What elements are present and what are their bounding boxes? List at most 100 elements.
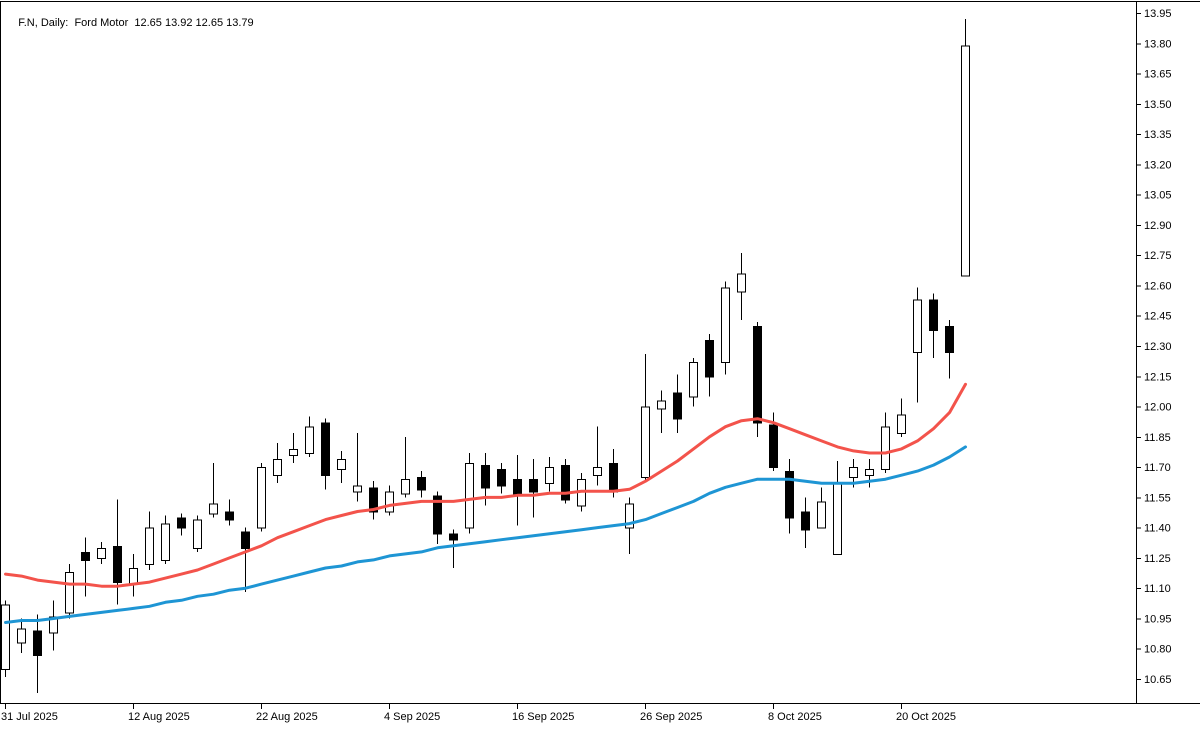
candle[interactable] — [881, 412, 890, 474]
candle[interactable] — [353, 432, 362, 502]
candle[interactable] — [529, 459, 538, 518]
candle[interactable] — [785, 459, 794, 534]
candle-body-bear — [81, 551, 90, 561]
price-tick-label: 11.85 — [1144, 432, 1171, 444]
candle-body-bear — [929, 299, 938, 331]
candle[interactable] — [289, 432, 298, 464]
candle[interactable] — [385, 485, 394, 516]
candle[interactable] — [561, 459, 570, 504]
candle-body-bear — [513, 479, 522, 497]
price-tick-label: 13.65 — [1144, 69, 1172, 81]
chart-title-text: F.N, Daily: Ford Motor 12.65 13.92 12.65… — [18, 17, 254, 29]
candle[interactable] — [113, 499, 122, 605]
candle-body-bear — [753, 325, 762, 424]
candle-body-bull — [545, 467, 554, 485]
candle[interactable] — [721, 281, 730, 375]
candle[interactable] — [513, 454, 522, 526]
candle-body-bull — [721, 287, 730, 364]
candle[interactable] — [401, 436, 410, 498]
candle[interactable] — [273, 442, 282, 484]
candle-body-bull — [305, 426, 314, 454]
candle[interactable] — [689, 358, 698, 407]
candle-body-bull — [913, 299, 922, 354]
price-tick-label: 12.60 — [1144, 280, 1172, 292]
candle[interactable] — [369, 481, 378, 520]
candle[interactable] — [81, 537, 90, 597]
candle[interactable] — [305, 416, 314, 457]
price-tick-label: 11.25 — [1144, 553, 1171, 565]
price-tick-label: 10.80 — [1144, 644, 1172, 656]
candle-body-bear — [33, 630, 42, 656]
candle-body-bull — [337, 459, 346, 471]
candle-body-bull — [193, 519, 202, 549]
candle[interactable] — [913, 287, 922, 403]
candle[interactable] — [161, 515, 170, 564]
candle[interactable] — [193, 515, 202, 552]
price-tick-label: 12.90 — [1144, 220, 1172, 232]
candle-body-bull — [17, 628, 26, 644]
candle-body-bear — [369, 487, 378, 513]
candle[interactable] — [545, 457, 554, 492]
candle[interactable] — [449, 529, 458, 568]
candle-body-bull — [817, 501, 826, 529]
candle[interactable] — [673, 374, 682, 433]
candle-body-bull — [737, 273, 746, 293]
candle[interactable] — [225, 499, 234, 526]
candle[interactable] — [961, 19, 970, 277]
candle[interactable] — [65, 563, 74, 619]
candle[interactable] — [1, 600, 10, 677]
time-tick-label: 4 Sep 2025 — [384, 711, 440, 723]
ma-slow-line[interactable] — [4, 445, 967, 624]
candle-body-bear — [241, 531, 250, 549]
candle[interactable] — [49, 600, 58, 651]
ma-fast-line[interactable] — [4, 382, 967, 588]
price-tick-label: 12.00 — [1144, 402, 1172, 414]
time-tick-label: 20 Oct 2025 — [896, 711, 956, 723]
candle[interactable] — [241, 527, 250, 593]
candle[interactable] — [433, 491, 442, 544]
candle-body-bull — [689, 362, 698, 398]
candle-body-bear — [529, 479, 538, 493]
price-tick-label: 10.95 — [1144, 613, 1172, 625]
candle[interactable] — [97, 541, 106, 564]
candle[interactable] — [801, 497, 810, 548]
time-tick-label: 12 Aug 2025 — [128, 711, 190, 723]
price-tick-label: 12.30 — [1144, 341, 1172, 353]
candle[interactable] — [817, 487, 826, 529]
candle-body-bull — [961, 45, 970, 277]
candle-body-bull — [385, 491, 394, 513]
price-tick-label: 13.50 — [1144, 99, 1172, 111]
candle[interactable] — [33, 614, 42, 694]
candle[interactable] — [945, 319, 954, 379]
chart-borders — [0, 1, 1200, 704]
candle[interactable] — [897, 398, 906, 437]
candle[interactable] — [321, 418, 330, 490]
candle[interactable] — [705, 333, 714, 397]
candle-body-bull — [897, 414, 906, 434]
candle[interactable] — [337, 450, 346, 484]
time-axis[interactable]: 31 Jul 2025 12 Aug 2025 22 Aug 2025 4 Sep 2… — [1, 704, 956, 723]
time-tick-label: 8 Oct 2025 — [768, 711, 822, 723]
candle-body-bear — [177, 517, 186, 529]
candle[interactable] — [209, 463, 218, 518]
candle[interactable] — [17, 618, 26, 653]
candle[interactable] — [257, 463, 266, 532]
candle[interactable] — [833, 461, 842, 555]
candle[interactable] — [465, 452, 474, 534]
candle-body-bull — [1, 604, 10, 670]
candle[interactable] — [929, 293, 938, 359]
candle[interactable] — [145, 511, 154, 571]
candle[interactable] — [417, 471, 426, 498]
candle[interactable] — [177, 513, 186, 536]
price-axis[interactable]: 13.95 13.80 13.65 13.50 13.35 13.20 13.05 12.90… — [1136, 8, 1172, 686]
candle-body-bull — [865, 469, 874, 477]
chart-title: F.N, Daily: Ford Motor 12.65 13.92 12.65… — [6, 5, 254, 41]
candle[interactable] — [129, 553, 138, 597]
candle[interactable] — [497, 463, 506, 494]
candle[interactable] — [657, 390, 666, 433]
candle[interactable] — [625, 497, 634, 554]
candle[interactable] — [737, 253, 746, 320]
candle[interactable] — [593, 426, 602, 486]
candle[interactable] — [641, 354, 650, 482]
